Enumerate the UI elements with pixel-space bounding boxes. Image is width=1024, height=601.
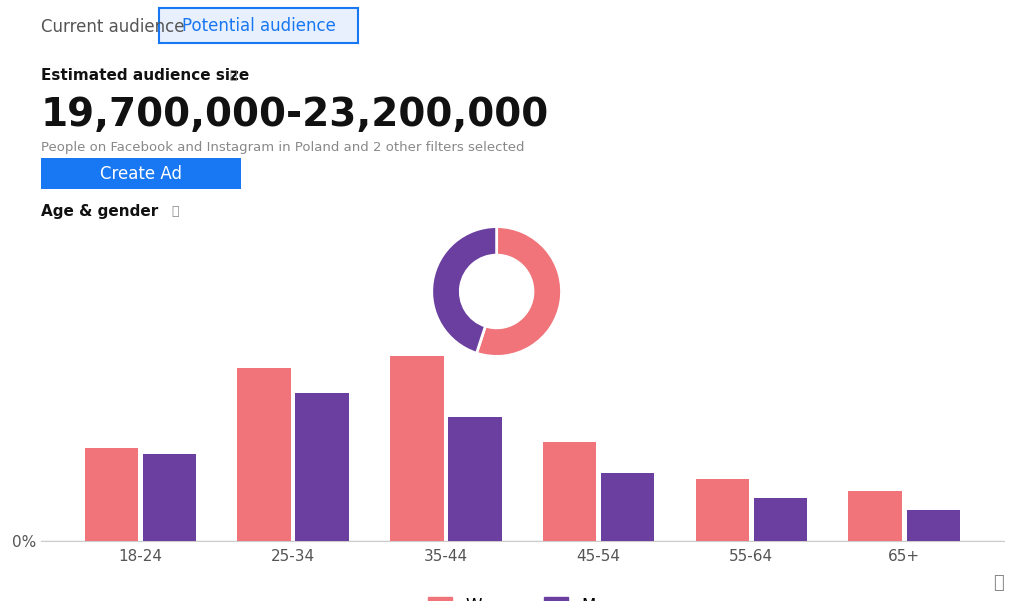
- Legend: Women, Men: Women, Men: [422, 590, 623, 601]
- Text: Current audience: Current audience: [41, 18, 184, 36]
- Bar: [238, 368, 291, 541]
- Text: ⓘ: ⓘ: [171, 205, 178, 218]
- Wedge shape: [432, 227, 497, 353]
- Bar: [601, 473, 654, 541]
- Text: Create Ad: Create Ad: [99, 165, 182, 183]
- Text: ⓘ: ⓘ: [229, 69, 237, 82]
- Bar: [449, 417, 502, 541]
- Bar: [295, 392, 349, 541]
- Text: Estimated audience size: Estimated audience size: [41, 68, 249, 82]
- Bar: [142, 454, 196, 541]
- Text: 🌐: 🌐: [993, 574, 1004, 592]
- Bar: [85, 448, 138, 541]
- Text: People on Facebook and Instagram in Poland and 2 other filters selected: People on Facebook and Instagram in Pola…: [41, 141, 524, 154]
- Bar: [754, 498, 807, 541]
- Bar: [849, 492, 902, 541]
- Bar: [906, 510, 959, 541]
- Bar: [543, 442, 596, 541]
- Text: 19,700,000-23,200,000: 19,700,000-23,200,000: [41, 96, 549, 135]
- Bar: [390, 356, 443, 541]
- Bar: [695, 479, 750, 541]
- Text: Age & gender: Age & gender: [41, 204, 159, 219]
- Text: Potential audience: Potential audience: [181, 17, 336, 35]
- Wedge shape: [476, 227, 561, 356]
